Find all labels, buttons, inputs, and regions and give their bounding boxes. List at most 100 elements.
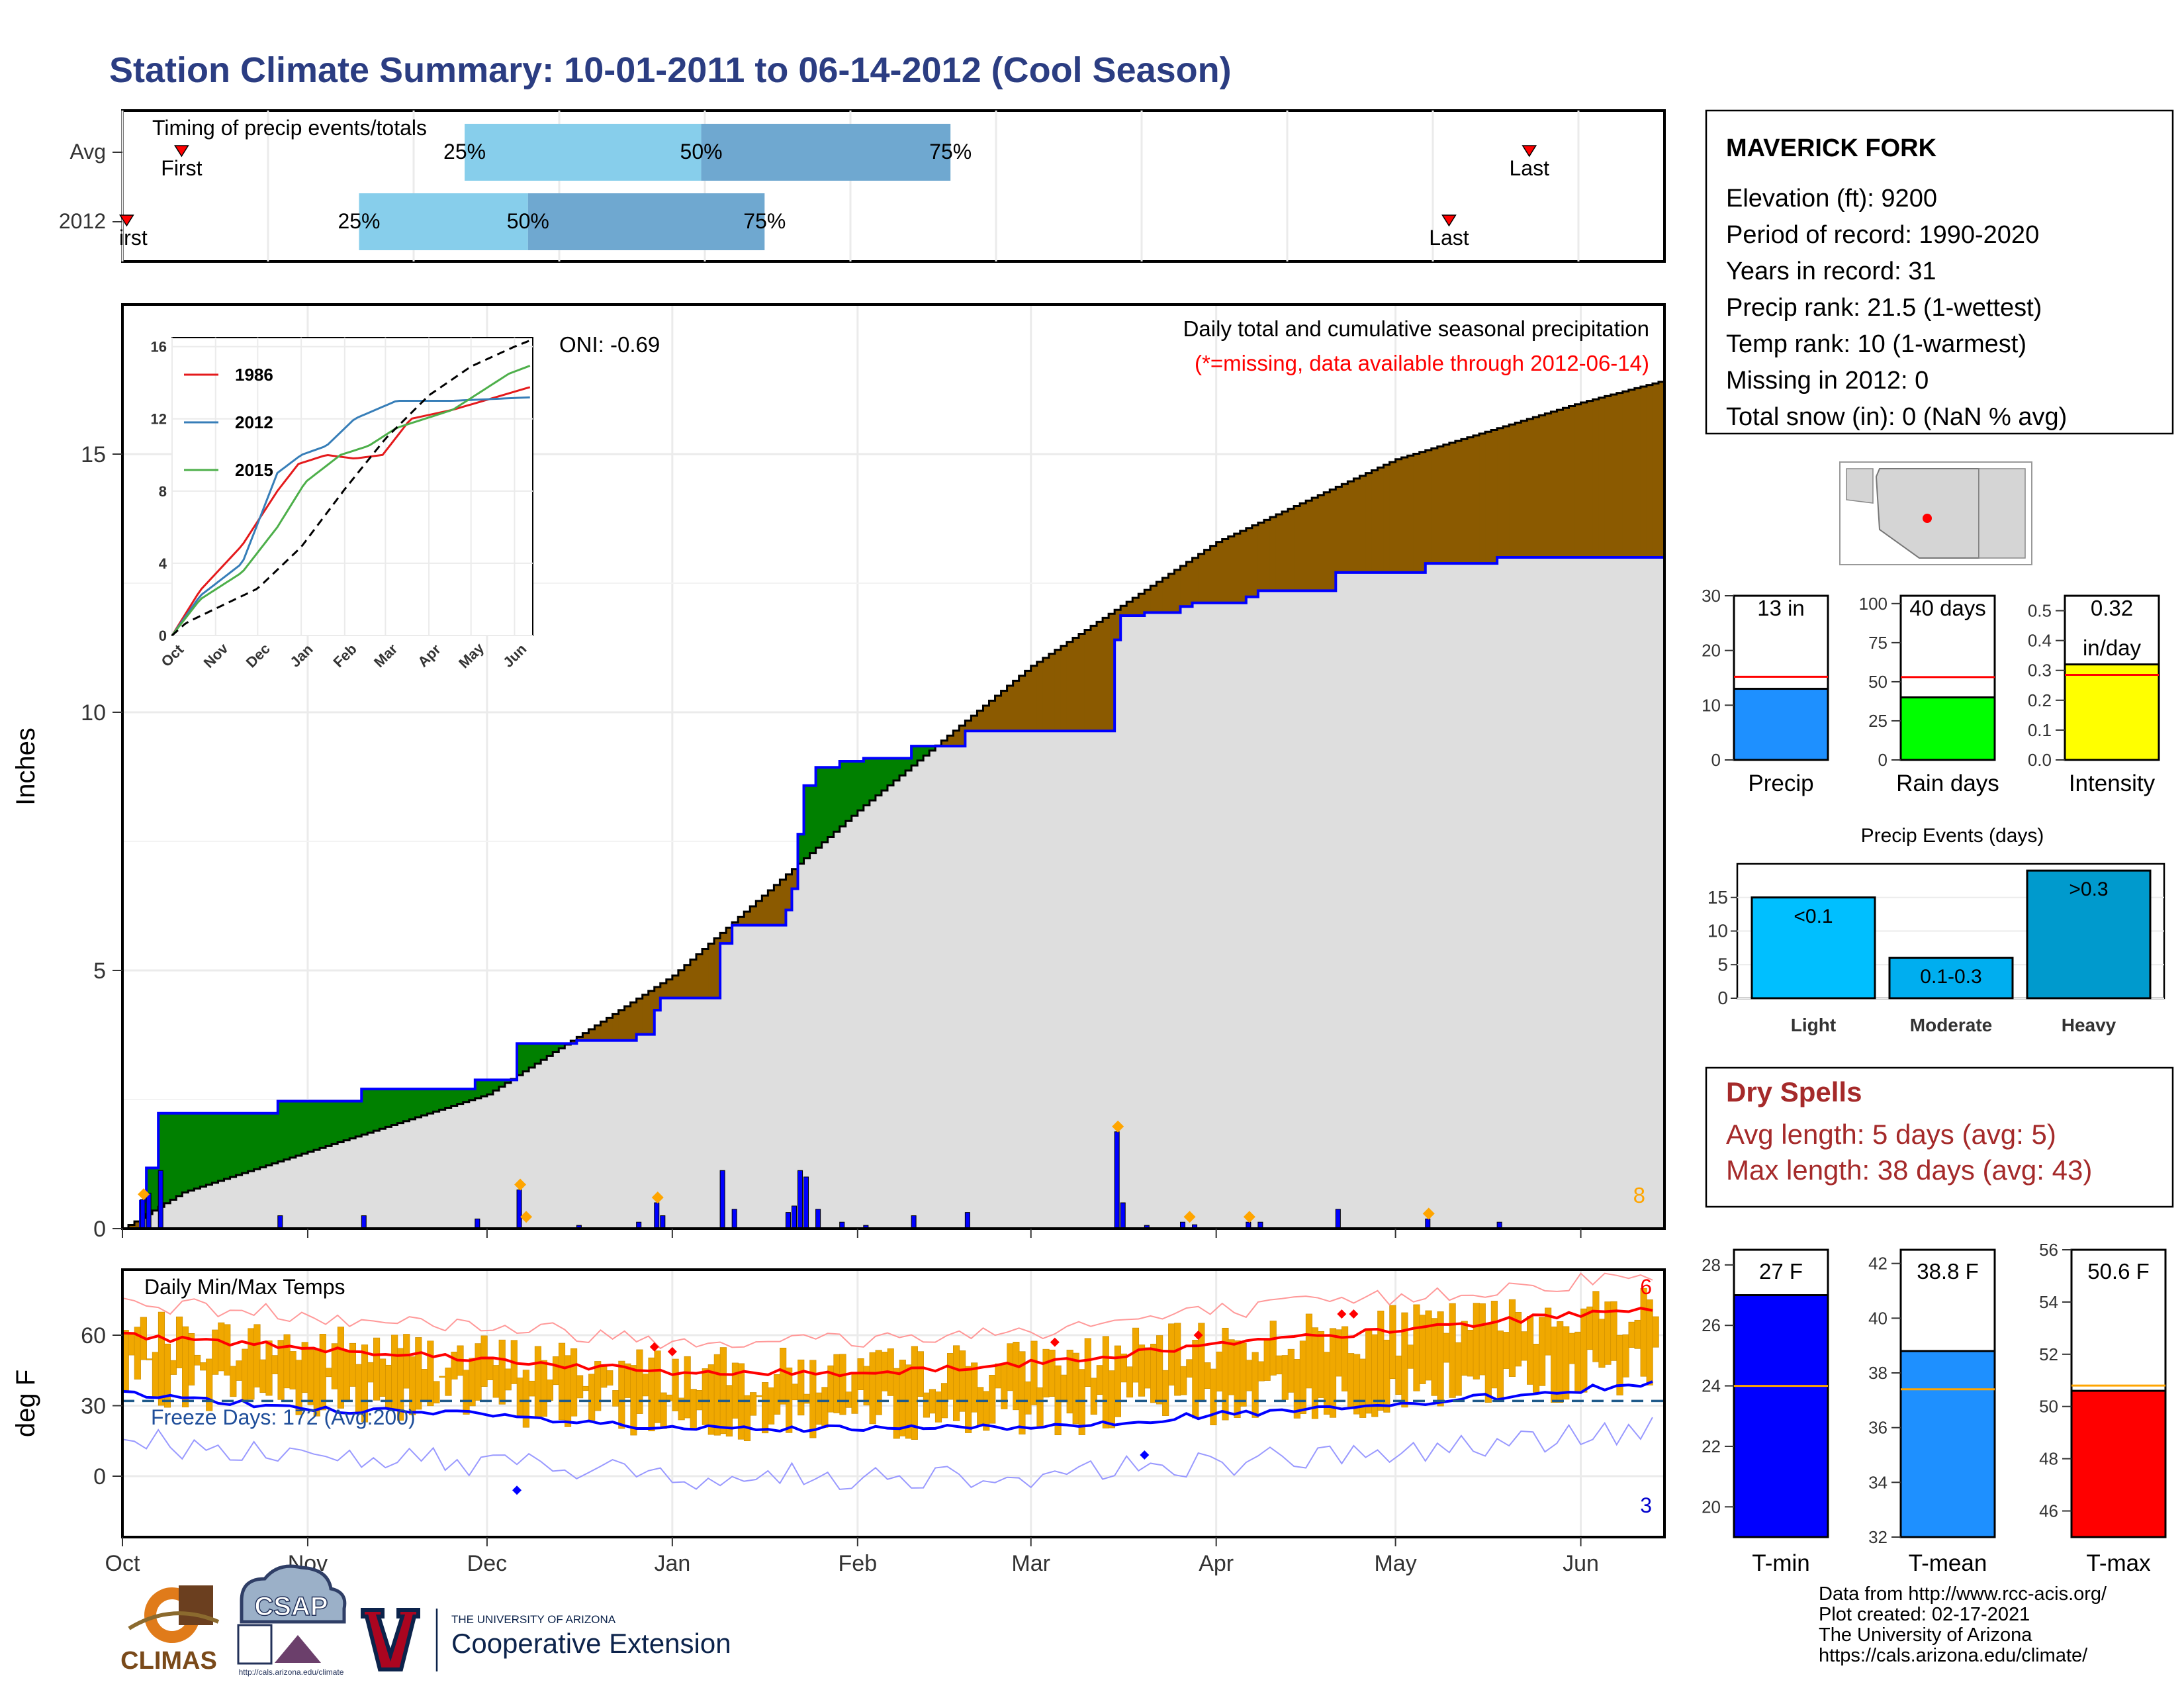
daily-temp-range-bar xyxy=(307,1349,314,1405)
dry-deficit xyxy=(1437,446,1444,564)
dry-deficit xyxy=(1294,506,1300,591)
temp-bar xyxy=(1899,1350,1996,1538)
temp-bar xyxy=(1733,1294,1829,1538)
month-label: Mar xyxy=(1011,1551,1050,1576)
dry-deficit xyxy=(1491,430,1498,564)
wet-surplus xyxy=(158,1113,165,1207)
wet-surplus xyxy=(851,761,858,816)
daily-temp-range-bar xyxy=(146,1358,153,1360)
station-info-line: Elevation (ft): 9200 xyxy=(1726,185,1937,212)
daily-temp-range-bar xyxy=(271,1355,279,1374)
daily-temp-range-bar xyxy=(1096,1365,1103,1395)
daily-temp-range-bar xyxy=(1269,1321,1277,1376)
wet-surplus xyxy=(911,746,918,766)
wet-surplus xyxy=(827,767,835,837)
temp-bar-value: 27 F xyxy=(1759,1259,1803,1284)
missing-note: (*=missing, data available through 2012-… xyxy=(1195,351,1649,375)
wet-surplus xyxy=(547,1043,553,1056)
daily-temp-range-bar xyxy=(1646,1299,1653,1385)
dry-deficit xyxy=(1257,522,1265,591)
wet-surplus xyxy=(367,1089,374,1133)
wet-surplus xyxy=(355,1101,362,1137)
wet-surplus xyxy=(271,1113,279,1164)
daily-temp-range-bar xyxy=(1443,1333,1450,1363)
timing-row-label: Avg xyxy=(69,140,106,164)
mini-bar-tick: 0.4 xyxy=(2028,631,2052,651)
wet-surplus xyxy=(797,834,805,864)
temp-bar-tick: 38 xyxy=(1868,1363,1888,1383)
avg-cumulative-area xyxy=(122,557,1664,1229)
daily-precip-bar xyxy=(785,1212,791,1229)
dry-deficit xyxy=(1604,396,1612,557)
daily-temp-range-bar xyxy=(845,1391,852,1408)
mini-bar-tick: 75 xyxy=(1868,633,1888,653)
daily-temp-range-bar xyxy=(1042,1348,1050,1398)
dry-deficit xyxy=(576,1037,583,1041)
extreme-count: 8 xyxy=(1633,1183,1645,1207)
station-info-line: Missing in 2012: 0 xyxy=(1726,367,1929,395)
daily-temp-range-bar xyxy=(1461,1321,1468,1376)
dry-deficit xyxy=(1126,602,1133,616)
temp-bar-value: 50.6 F xyxy=(2087,1259,2150,1284)
extreme-marker xyxy=(1243,1211,1255,1223)
month-label: Oct xyxy=(105,1551,140,1576)
daily-precip-bar xyxy=(1114,1131,1120,1229)
dry-deficit xyxy=(1407,455,1414,573)
dry-deficit xyxy=(1251,525,1259,597)
daily-temp-range-bar xyxy=(946,1353,954,1400)
dry-deficit xyxy=(1342,484,1348,573)
daily-temp-range-bar xyxy=(774,1374,781,1415)
last-label: Last xyxy=(1509,156,1549,180)
wet-surplus xyxy=(176,1113,183,1196)
wet-surplus xyxy=(343,1101,350,1141)
daily-temp-range-bar xyxy=(337,1327,344,1409)
dry-deficit xyxy=(1048,653,1056,731)
timing-panel: Avg 25% 50% 75% First Last 2012 25% 50% 75% irst La… xyxy=(59,109,1725,263)
mini-bar-tick: 0.2 xyxy=(2028,690,2052,710)
dry-deficit xyxy=(1539,415,1545,557)
daily-temp-range-bar xyxy=(433,1381,440,1404)
avg-min-line xyxy=(122,1380,1653,1433)
dry-deficit xyxy=(1156,581,1163,613)
mini-bar-tick: 0 xyxy=(1711,750,1721,770)
quartile-label: 75% xyxy=(743,209,786,233)
dry-deficit xyxy=(1263,520,1271,591)
daily-temp-range-bar xyxy=(755,1395,763,1397)
wet-surplus xyxy=(326,1101,332,1147)
dry-deficit xyxy=(624,1006,631,1041)
dry-deficit xyxy=(600,1021,608,1041)
dry-deficit xyxy=(1210,545,1217,603)
daily-temp-range-bar xyxy=(917,1351,924,1397)
temp-bar-tick: 28 xyxy=(1702,1255,1721,1275)
wet-surplus xyxy=(433,1089,440,1112)
events-x-label: Light xyxy=(1791,1015,1836,1035)
wet-surplus xyxy=(307,1101,314,1152)
dry-deficit xyxy=(678,970,685,998)
wet-surplus xyxy=(492,1080,500,1091)
wet-surplus xyxy=(917,746,924,761)
daily-temp-range-bar xyxy=(379,1358,387,1397)
dry-deficit xyxy=(1132,598,1139,616)
dry-deficit xyxy=(1359,475,1367,573)
dry-deficit xyxy=(1024,671,1032,731)
credit-line: Plot created: 02-17-2021 xyxy=(1819,1604,2030,1625)
csap-url: http://cals.arizona.edu/climate xyxy=(239,1667,344,1677)
dry-deficit xyxy=(977,710,984,731)
dry-deficit xyxy=(1658,381,1665,557)
dry-deficit xyxy=(1347,481,1354,573)
daily-temp-range-bar xyxy=(1311,1327,1319,1419)
daily-temp-range-bar xyxy=(1628,1321,1635,1348)
dry-deficit xyxy=(1353,478,1361,573)
y-tick-label: 5 xyxy=(93,959,106,984)
events-bar xyxy=(1751,896,1876,1000)
wet-surplus xyxy=(230,1113,237,1177)
first-marker xyxy=(174,145,189,158)
wet-surplus xyxy=(887,758,894,786)
daily-temp-range-bar xyxy=(768,1387,775,1425)
lo-count: 3 xyxy=(1640,1493,1652,1517)
wet-surplus xyxy=(313,1101,320,1150)
daily-temp-range-bar xyxy=(194,1354,201,1366)
wet-surplus xyxy=(349,1101,356,1139)
daily-temp-range-bar xyxy=(349,1342,357,1387)
dry-deficit xyxy=(1497,428,1504,557)
